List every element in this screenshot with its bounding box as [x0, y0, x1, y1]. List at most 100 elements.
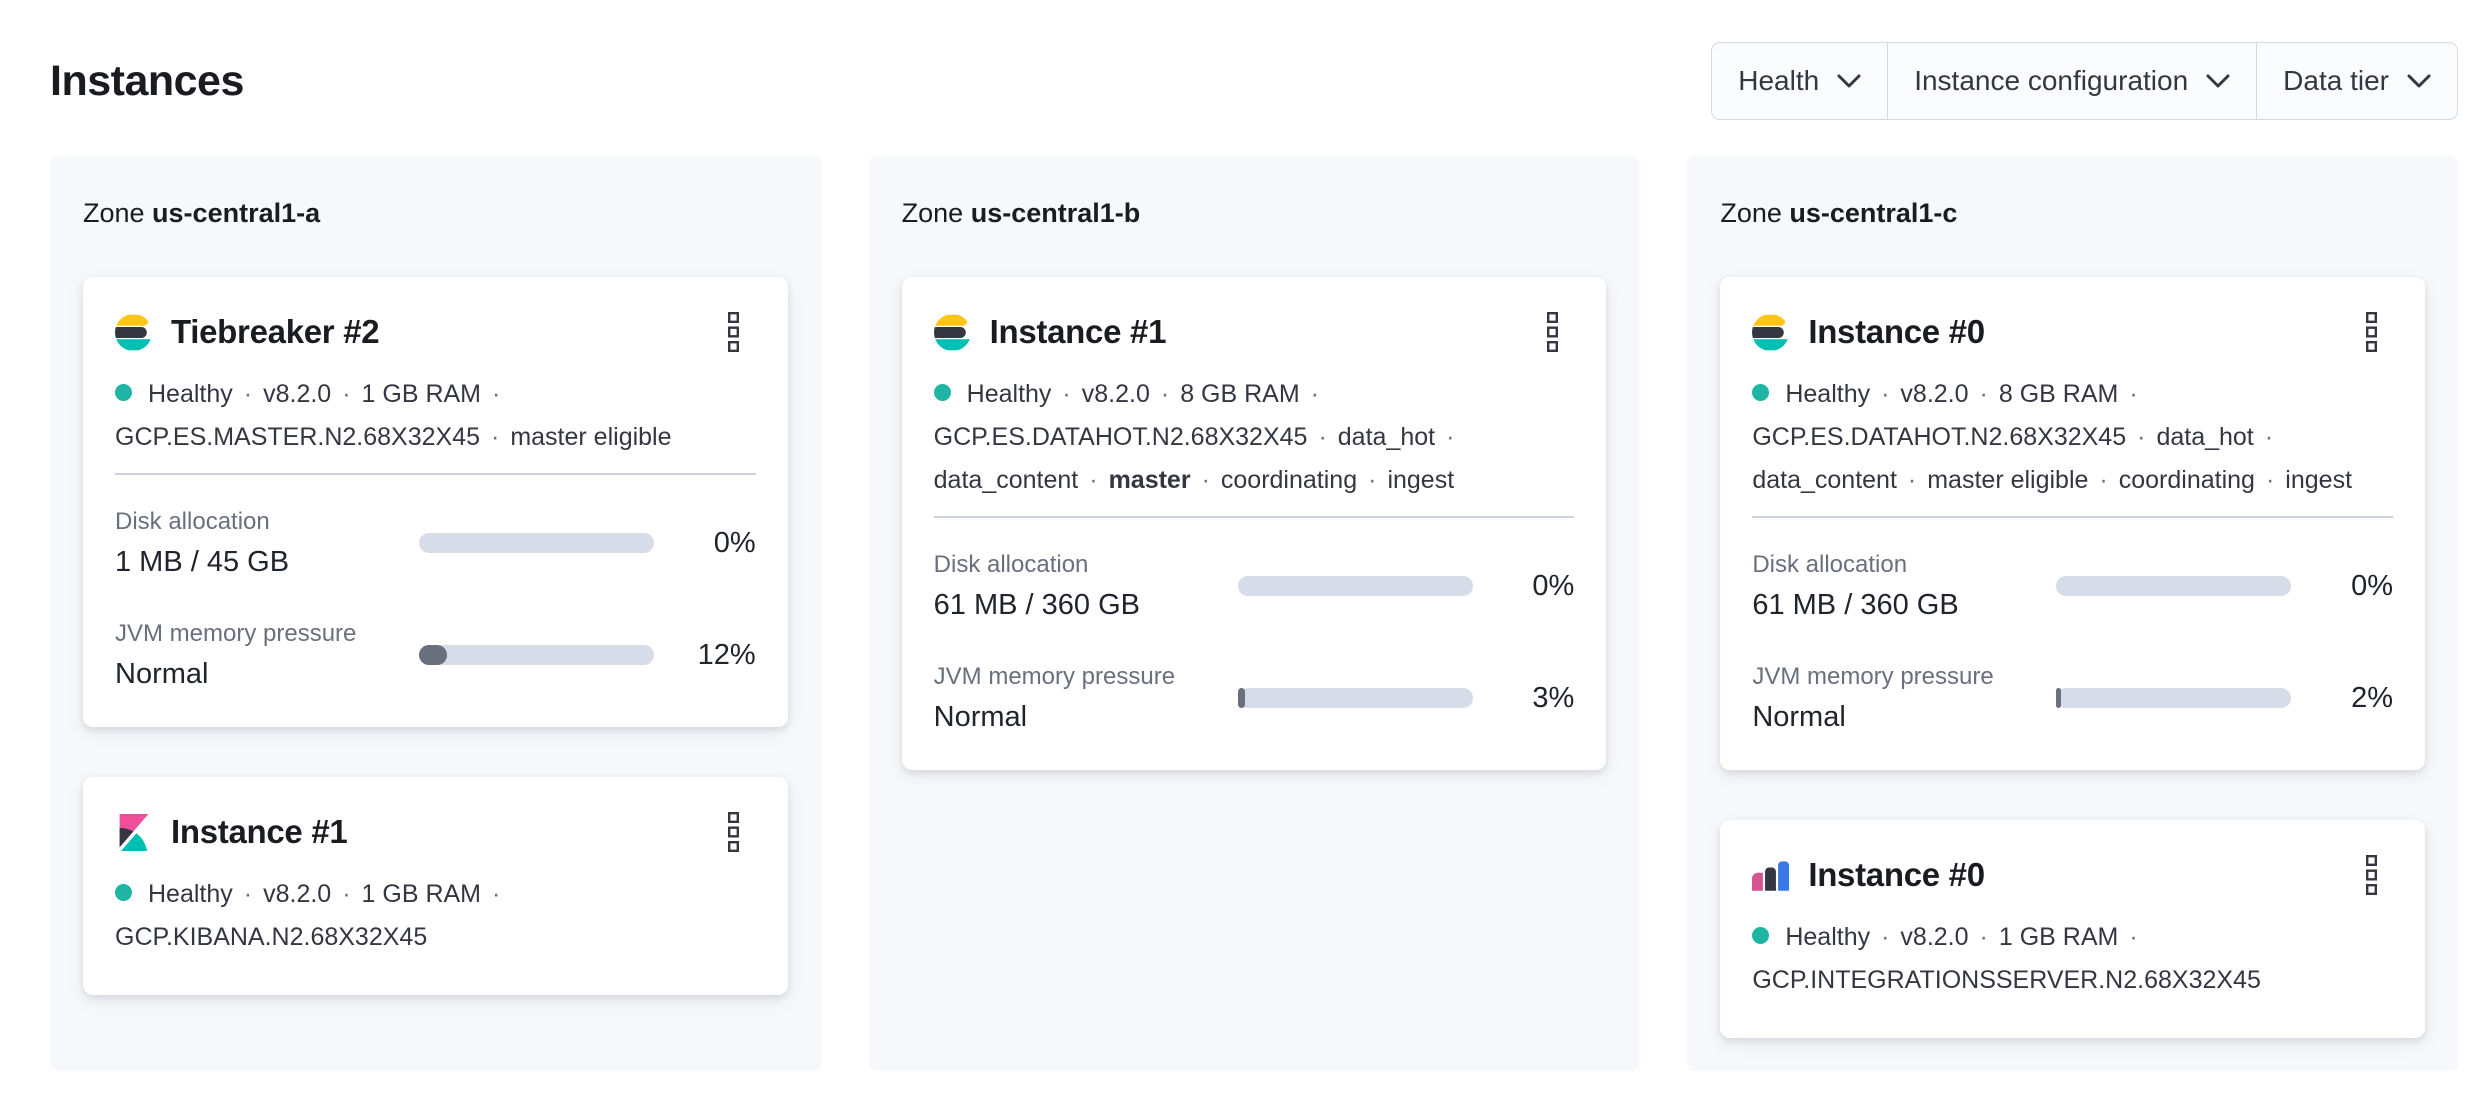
- metric-text: JVM memory pressure Normal: [934, 662, 1238, 734]
- metric-row: JVM memory pressure Normal 12%: [115, 619, 756, 691]
- instance-card: Instance #1 Healthy · v8.2.0 · 1 GB RAM · GCP.…: [83, 777, 788, 995]
- zone-name: us-central1-c: [1789, 198, 1958, 228]
- status-separator: ·: [491, 423, 500, 451]
- metric-label: Disk allocation: [1752, 551, 1908, 578]
- progress-bar: [1237, 576, 1473, 596]
- status-segment: 1 GB RAM: [1998, 923, 2119, 951]
- filter-button-label: Health: [1738, 65, 1820, 96]
- status-separator: ·: [243, 880, 253, 908]
- instance-title: Instance #1: [171, 813, 348, 850]
- zone-panel: Zone us-central1-a Tiebreaker #2 Healthy…: [50, 156, 821, 1071]
- status-segment: GCP.KIBANA.N2.68X32X45: [115, 923, 428, 951]
- status-segment: master eligible: [510, 423, 672, 451]
- more-menu-button[interactable]: [712, 809, 756, 855]
- status-segment: v8.2.0: [1081, 380, 1150, 408]
- more-menu-button[interactable]: [1530, 309, 1574, 355]
- status-separator: ·: [1201, 466, 1210, 494]
- status-line: GCP.ES.DATAHOT.N2.68X32X45 · data_hot ·: [1752, 416, 2393, 459]
- status-segment: v8.2.0: [1900, 380, 1969, 408]
- status-block: Healthy · v8.2.0 · 1 GB RAM · GCP.KIBANA.N2.68…: [115, 873, 756, 959]
- metrics-block: Disk allocation 61 MB / 360 GB 0% JVM me…: [1752, 550, 2393, 734]
- status-separator: ·: [2099, 466, 2108, 494]
- status-segment: Healthy: [148, 380, 233, 408]
- boxes-vertical-icon: [728, 312, 740, 353]
- status-segment: Healthy: [1785, 923, 1871, 951]
- status-line: Healthy · v8.2.0 · 8 GB RAM ·: [933, 373, 1575, 416]
- status-segment: GCP.ES.DATAHOT.N2.68X32X45: [933, 423, 1308, 451]
- logo-holder: [1752, 857, 1790, 894]
- boxes-vertical-icon: [2365, 855, 2377, 896]
- filter-button-label: Instance configuration: [1914, 65, 2189, 96]
- chevron-down-icon: [2206, 74, 2230, 87]
- zone-panel: Zone us-central1-c Instance #0 Healthy · v…: [1687, 156, 2458, 1071]
- status-block: Healthy · v8.2.0 · 1 GB RAM · GCP.INTEGRATIONS…: [1752, 916, 2393, 1002]
- status-segment: GCP.ES.MASTER.N2.68X32X45: [115, 423, 480, 451]
- status-separator: ·: [1160, 380, 1170, 408]
- elasticsearch-logo-icon: [933, 314, 971, 350]
- status-segment: v8.2.0: [1900, 923, 1969, 951]
- metric-row: JVM memory pressure Normal 3%: [934, 662, 1575, 734]
- zone-label: Zone: [83, 198, 153, 228]
- zone-cards: Instance #1 Healthy · v8.2.0 · 8 GB RAM · GCP.…: [901, 277, 1607, 770]
- zone-title: Zone us-central1-a: [83, 198, 788, 229]
- status-separator: ·: [342, 380, 351, 408]
- zone-cards: Tiebreaker #2 Healthy · v8.2.0 · 1 GB RAM · GC…: [83, 277, 788, 995]
- metric-label: JVM memory pressure: [115, 620, 357, 647]
- metrics-block: Disk allocation 1 MB / 45 GB 0% JVM memo…: [115, 507, 756, 691]
- status-segment: data_hot: [2156, 423, 2254, 451]
- metric-text: Disk allocation 61 MB / 360 GB: [934, 550, 1238, 622]
- metric-percent: 0%: [2351, 569, 2393, 602]
- status-segment: v8.2.0: [263, 880, 332, 908]
- status-segment: data_hot: [1337, 423, 1436, 451]
- more-menu-button[interactable]: [712, 309, 756, 355]
- status-line: Healthy · v8.2.0 · 1 GB RAM ·: [1752, 916, 2393, 959]
- chevron-down-icon: [2407, 74, 2431, 87]
- metric-label: JVM memory pressure: [933, 663, 1176, 690]
- more-menu-button[interactable]: [2349, 309, 2393, 355]
- status-segment: GCP.ES.DATAHOT.N2.68X32X45: [1752, 423, 2127, 451]
- zone-label: Zone: [1720, 198, 1790, 228]
- status-separator: ·: [1318, 423, 1327, 451]
- metric-percent: 0%: [713, 526, 756, 559]
- chevron-down-icon: [1837, 74, 1861, 87]
- metric-text: Disk allocation 61 MB / 360 GB: [1752, 550, 2056, 622]
- page-title: Instances: [50, 56, 244, 105]
- status-separator: ·: [1979, 380, 1988, 408]
- metric-row: Disk allocation 61 MB / 360 GB 0%: [1752, 550, 2393, 622]
- logo-holder: [115, 314, 152, 351]
- filter-button-health[interactable]: Health: [1712, 43, 1887, 119]
- status-separator: ·: [492, 880, 501, 908]
- status-separator: ·: [1881, 380, 1890, 408]
- zones-grid: Zone us-central1-a Tiebreaker #2 Healthy…: [50, 156, 2458, 1071]
- status-segment: v8.2.0: [263, 380, 332, 408]
- status-segment: Healthy: [1785, 380, 1871, 408]
- filter-button-instance-configuration[interactable]: Instance configuration: [1887, 43, 2256, 119]
- status-separator: ·: [1310, 380, 1319, 408]
- progress-bar: [1237, 688, 1473, 708]
- instance-title: Instance #0: [1808, 313, 1985, 350]
- status-segment: 1 GB RAM: [361, 880, 482, 908]
- status-segment: ingest: [2285, 466, 2353, 494]
- instance-card: Instance #1 Healthy · v8.2.0 · 8 GB RAM · GCP.…: [901, 277, 1607, 770]
- zone-panel: Zone us-central1-b Instance #1 Healthy · v…: [868, 156, 1640, 1071]
- metric-percent: 12%: [697, 638, 756, 671]
- status-separator: ·: [1062, 380, 1071, 408]
- status-block: Healthy · v8.2.0 · 8 GB RAM · GCP.ES.DATAHOT.N…: [933, 373, 1575, 502]
- metric-text: JVM memory pressure Normal: [115, 619, 419, 691]
- status-separator: ·: [492, 380, 501, 408]
- zone-name: us-central1-b: [970, 198, 1141, 228]
- more-menu-button[interactable]: [2349, 852, 2393, 898]
- instance-card: Instance #0 Healthy · v8.2.0 · 8 GB RAM · GCP.…: [1720, 277, 2425, 770]
- health-status-dot: [1752, 384, 1770, 401]
- status-block: Healthy · v8.2.0 · 1 GB RAM · GCP.ES.MASTER.N2…: [115, 373, 756, 459]
- progress-bar-fill: [1237, 688, 1245, 708]
- metric-value: 61 MB / 360 GB: [1752, 589, 1959, 621]
- card-header: Instance #1: [933, 309, 1575, 355]
- status-segment: ingest: [1387, 466, 1455, 494]
- metric-value: Normal: [1752, 701, 1846, 733]
- status-segment: coordinating: [2118, 466, 2255, 494]
- metric-text: Disk allocation 1 MB / 45 GB: [115, 507, 419, 579]
- progress-bar-fill: [419, 645, 448, 665]
- filter-button-data-tier[interactable]: Data tier: [2256, 43, 2457, 119]
- status-separator: ·: [2264, 423, 2274, 451]
